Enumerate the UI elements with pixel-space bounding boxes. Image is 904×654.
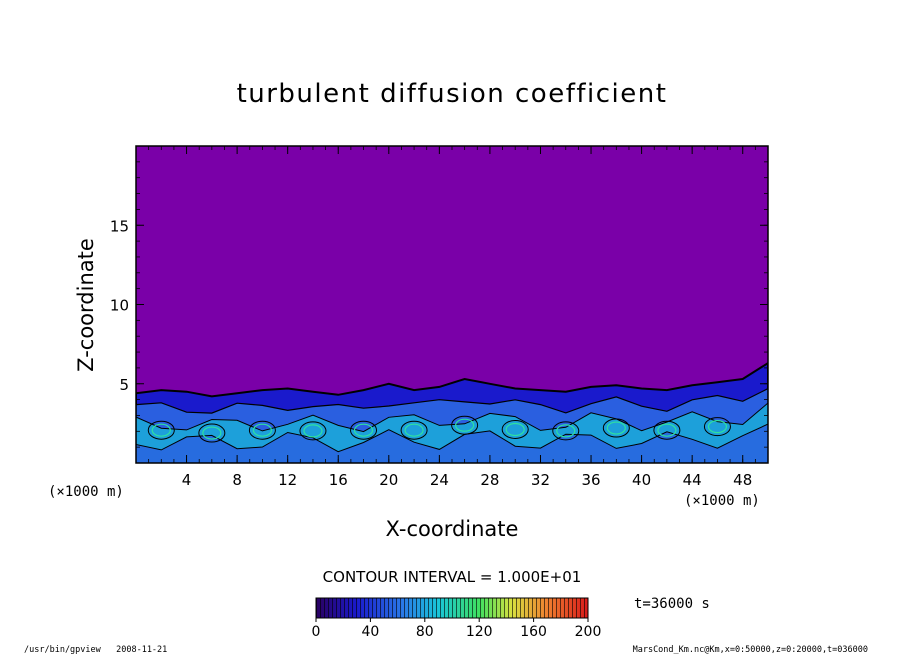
footer-program-date: /usr/bin/gpview 2008-11-21 bbox=[24, 645, 167, 654]
eddy-contour bbox=[501, 419, 529, 439]
eddy-contour bbox=[147, 420, 175, 440]
chart-title: turbulent diffusion coefficient bbox=[237, 79, 668, 109]
footer-file-info: MarsCond_Km.nc@Km,x=0:50000,z=0:20000,t=… bbox=[633, 645, 868, 654]
eddy-contour-peak bbox=[202, 426, 222, 440]
eddy-contour-peak bbox=[353, 423, 374, 437]
y-tick-label: 10 bbox=[110, 297, 129, 315]
x-axis: 4 8 12 16 20 24 28 32 36 40 44 48 bbox=[148, 146, 756, 489]
colorbar-frame bbox=[315, 597, 589, 619]
x-tick-label: 24 bbox=[430, 471, 449, 489]
x-tick-label: 8 bbox=[232, 471, 242, 489]
contour-interval-label: CONTOUR INTERVAL = 1.000E+01 bbox=[323, 568, 582, 586]
eddy-contour-peak bbox=[606, 421, 626, 435]
eddy-contour bbox=[653, 420, 681, 440]
colorbar-tick-label: 200 bbox=[575, 624, 602, 640]
x-tick-label: 4 bbox=[182, 471, 192, 489]
eddy-contour bbox=[248, 420, 276, 440]
time-label: t=36000 s bbox=[634, 596, 710, 612]
colorbar-tick-label: 0 bbox=[312, 624, 321, 640]
eddy-contour bbox=[552, 421, 580, 441]
eddy-contour bbox=[703, 417, 731, 437]
eddy-contour-peak bbox=[151, 423, 171, 437]
eddy-contour-peak bbox=[404, 423, 424, 437]
eddy-contour-peak bbox=[657, 423, 677, 437]
colorbar-tick-label: 120 bbox=[466, 624, 493, 640]
x-tick-label: 20 bbox=[379, 471, 398, 489]
colorbar-tick-label: 40 bbox=[361, 624, 379, 640]
x-tick-label: 16 bbox=[329, 471, 348, 489]
eddy-contour bbox=[451, 415, 479, 435]
x-tick-label: 40 bbox=[632, 471, 651, 489]
colorbar: 0 40 80 120 160 200 bbox=[312, 597, 602, 640]
eddy-contour bbox=[299, 421, 327, 441]
x-tick-label: 44 bbox=[683, 471, 702, 489]
colorbar-tick-label: 160 bbox=[520, 624, 547, 640]
eddy-contour-peak bbox=[303, 424, 323, 438]
eddy-contour-peak bbox=[455, 418, 475, 432]
x-tick-label: 32 bbox=[531, 471, 550, 489]
colorbar-tick-label: 80 bbox=[416, 624, 434, 640]
plot-area bbox=[135, 145, 769, 464]
y-tick-label: 5 bbox=[119, 376, 129, 394]
eddy-contour-peak bbox=[252, 423, 272, 437]
eddy-contour-peak bbox=[556, 424, 576, 438]
eddy-contour bbox=[350, 420, 378, 440]
x-tick-label: 12 bbox=[278, 471, 297, 489]
eddy-contour bbox=[602, 418, 630, 438]
x-tick-label: 36 bbox=[581, 471, 600, 489]
x-tick-label: 48 bbox=[733, 471, 752, 489]
eddy-contour-peak bbox=[707, 420, 728, 434]
eddy-contour-peak bbox=[505, 422, 525, 437]
x-unit-label-right: (×1000 m) bbox=[684, 493, 760, 509]
x-unit-label-left: (×1000 m) bbox=[48, 484, 124, 500]
x-axis-title: X-coordinate bbox=[386, 517, 519, 541]
y-tick-label: 15 bbox=[110, 217, 129, 235]
y-axis: 5 10 15 bbox=[110, 161, 768, 448]
eddy-contour bbox=[198, 423, 226, 443]
eddy-contour bbox=[400, 420, 428, 440]
y-axis-title: Z-coordinate bbox=[74, 238, 98, 372]
colorbar-lines bbox=[316, 598, 588, 618]
x-tick-label: 28 bbox=[480, 471, 499, 489]
